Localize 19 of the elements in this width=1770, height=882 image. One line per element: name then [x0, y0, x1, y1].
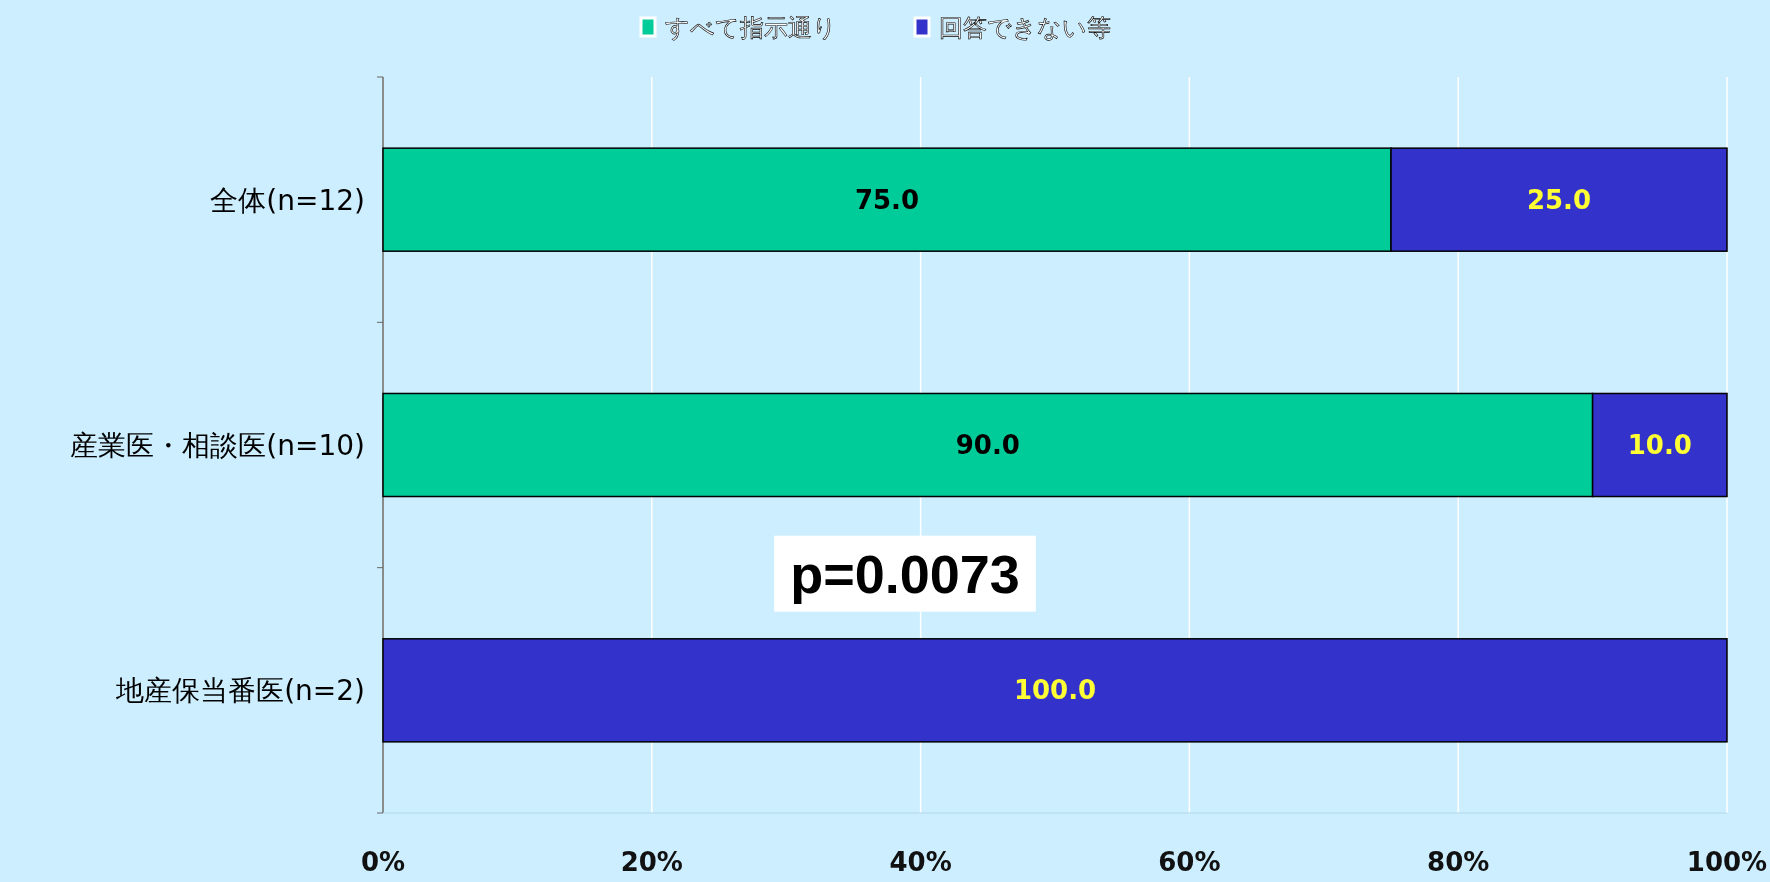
- x-tick-label: 80%: [1427, 847, 1490, 877]
- bar: [382, 638, 1728, 743]
- x-tick-label: 0%: [360, 847, 406, 877]
- annotation: p=0.0073: [790, 543, 1020, 604]
- x-tick-label: 40%: [889, 847, 952, 877]
- x-tick-label: 60%: [1158, 847, 1221, 877]
- data-label: 75.0: [854, 184, 920, 215]
- y-tick-label: 全体(n=12): [210, 183, 365, 217]
- data-label: 10.0: [1627, 430, 1692, 460]
- data-label: 25.0: [1526, 184, 1592, 215]
- data-label: 100.0: [1013, 675, 1097, 706]
- y-tick-label: 産業医・相談医(n=10): [70, 429, 365, 462]
- x-tick-label: 20%: [620, 847, 683, 877]
- y-tick-label: 地産保当番医(n=2): [115, 674, 365, 708]
- x-tick-label: 100%: [1686, 847, 1768, 877]
- data-label: 90.0: [955, 430, 1020, 460]
- legend-label: すべて指示通り: [665, 14, 837, 42]
- legend-label: 回答できない等: [939, 14, 1111, 42]
- annotation: p=0.0073: [774, 535, 1036, 612]
